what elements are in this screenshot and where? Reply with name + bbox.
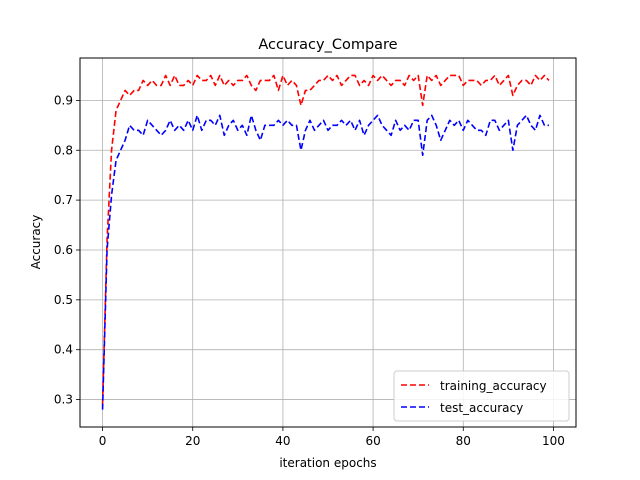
y-tick-label: 0.5: [54, 293, 73, 307]
y-tick-label: 0.8: [54, 143, 73, 157]
legend-label-test: test_accuracy: [440, 401, 523, 415]
legend: training_accuracy test_accuracy: [393, 370, 570, 422]
x-axis-label: iteration epochs: [279, 456, 376, 470]
y-axis-ticks: 0.3 0.4 0.5 0.6 0.7 0.8 0.9: [54, 93, 80, 407]
plot-frame: [79, 57, 577, 428]
x-tick-label: 60: [365, 434, 380, 448]
y-tick-label: 0.4: [54, 343, 73, 357]
y-tick-label: 0.3: [54, 393, 73, 407]
series-layer: [101, 74, 550, 410]
grid-lines: [80, 58, 576, 427]
x-tick-label: 40: [275, 434, 290, 448]
legend-label-training: training_accuracy: [440, 379, 547, 393]
y-tick-label: 0.7: [54, 193, 73, 207]
x-tick-label: 20: [185, 434, 200, 448]
x-tick-label: 80: [456, 434, 471, 448]
x-axis-ticks: 0 20 40 60 80 100: [99, 427, 565, 448]
y-tick-label: 0.6: [54, 243, 73, 257]
legend-frame: [393, 370, 570, 422]
y-tick-label: 0.9: [54, 93, 73, 107]
chart-title: Accuracy_Compare: [258, 37, 397, 53]
x-tick-label: 100: [542, 434, 565, 448]
y-axis-label: Accuracy: [29, 215, 43, 270]
series-line-test-accuracy: [101, 114, 549, 410]
series-line-training-accuracy: [101, 74, 550, 405]
x-tick-label: 0: [99, 434, 107, 448]
